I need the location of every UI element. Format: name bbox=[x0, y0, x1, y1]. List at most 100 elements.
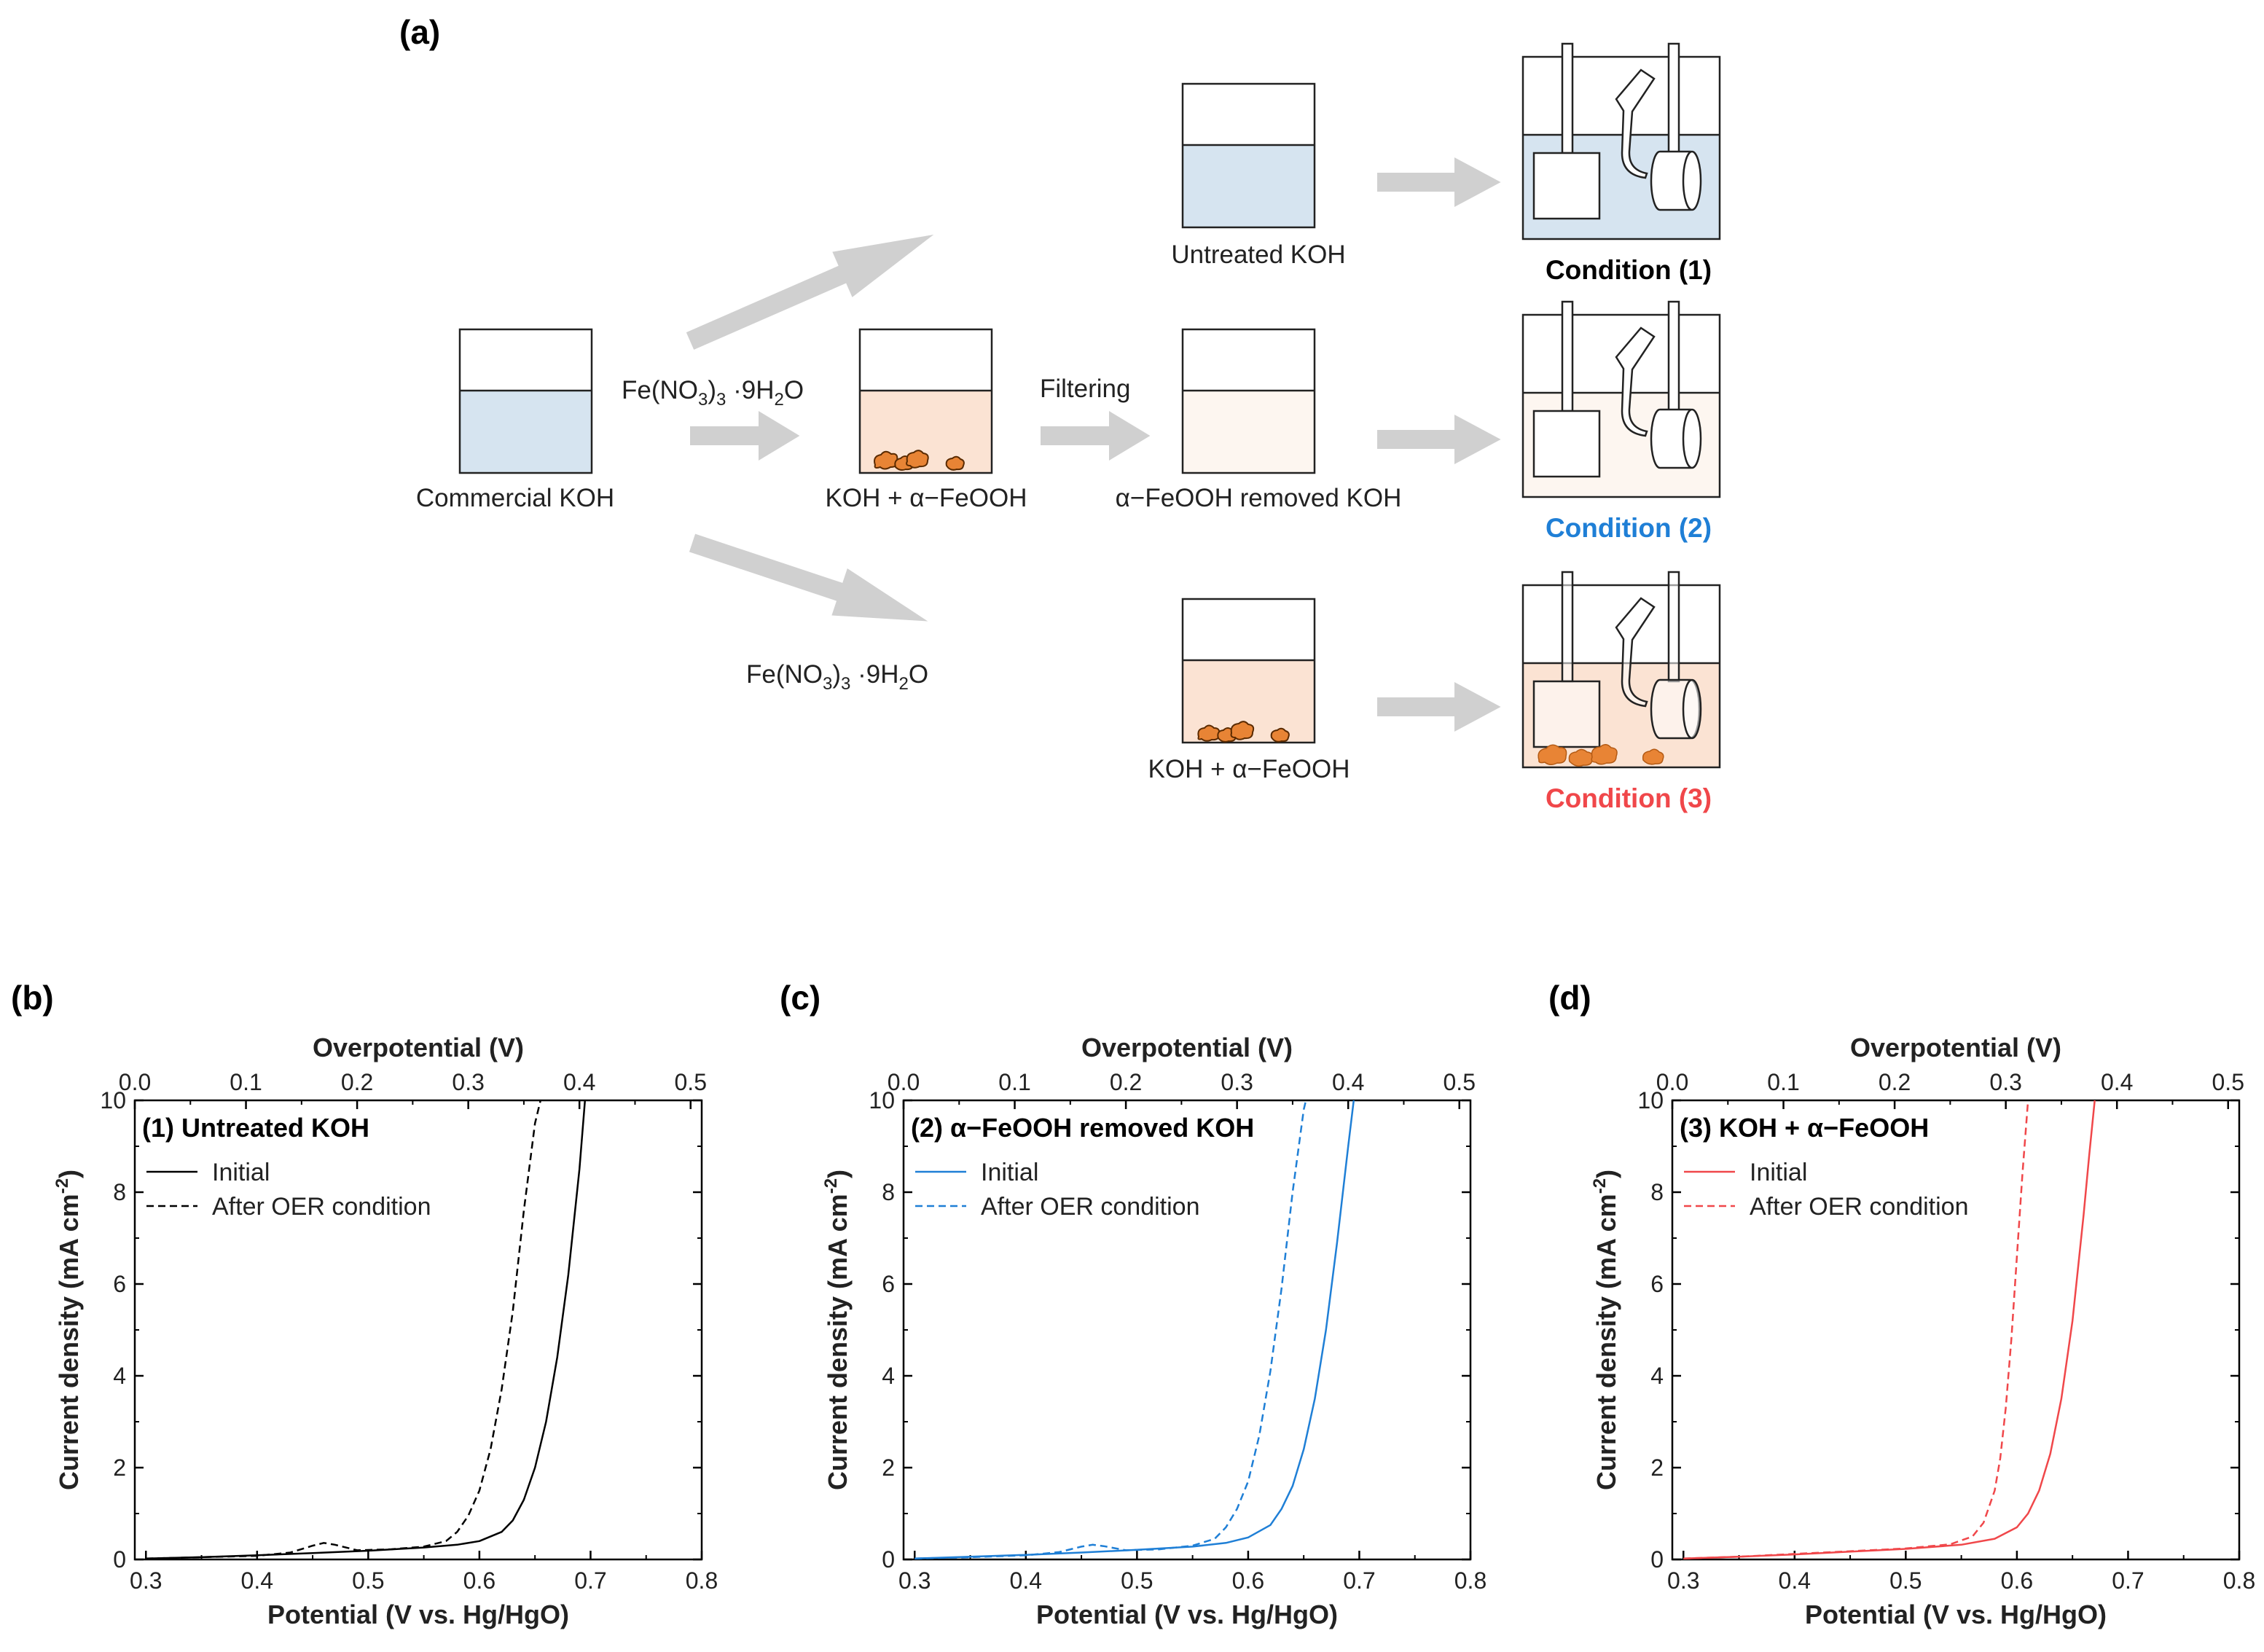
x2-tick-label: 0.0 bbox=[888, 1069, 920, 1095]
label-koh-feooh-bottom: KOH + α−FeOOH bbox=[1148, 755, 1350, 783]
panel-c: (c) 0.3 0.4 0.5 0.6 0.7 0.8 0.0 0.1 0.2 0.3 0.4 0.5 0… bbox=[780, 979, 1487, 1629]
series-initial bbox=[1683, 1100, 2096, 1559]
series-after-oer bbox=[1683, 1100, 2029, 1559]
x2-tick-label: 0.2 bbox=[1110, 1069, 1142, 1095]
cell-1-electrodes bbox=[1532, 42, 1702, 220]
label-koh-feooh-mid: KOH + α−FeOOH bbox=[826, 484, 1027, 512]
series-after-oer bbox=[914, 1100, 1307, 1559]
x-tick-label: 0.3 bbox=[898, 1567, 931, 1594]
arrow-to-condition-3 bbox=[1377, 682, 1501, 732]
legend-label: Initial bbox=[1750, 1159, 1807, 1186]
arrow-to-condition-2 bbox=[1377, 415, 1501, 464]
series-initial bbox=[146, 1100, 587, 1559]
label-reagent-bottom: Fe(NO3)3 ·9H2O bbox=[746, 660, 928, 694]
x2-tick-label: 0.2 bbox=[341, 1069, 373, 1095]
x-tick-label: 0.8 bbox=[1454, 1567, 1487, 1594]
y-tick-label: 8 bbox=[882, 1179, 895, 1205]
feooh-particles-mid bbox=[874, 450, 965, 471]
y-tick-label: 6 bbox=[1650, 1271, 1664, 1297]
label-condition-2: Condition (2) bbox=[1546, 513, 1712, 543]
beaker-commercial-solution bbox=[460, 391, 592, 473]
cell-condition-1 bbox=[1521, 42, 1721, 240]
legend-label: Initial bbox=[981, 1159, 1038, 1186]
arrow-filtering bbox=[1041, 411, 1151, 461]
arrow-to-mid bbox=[690, 411, 800, 461]
cell-3-electrodes bbox=[1532, 571, 1702, 748]
legend-label: After OER condition bbox=[1750, 1193, 1968, 1221]
x2-tick-label: 0.1 bbox=[998, 1069, 1030, 1095]
label-filtering: Filtering bbox=[1040, 375, 1130, 403]
y-tick-label: 2 bbox=[1650, 1455, 1664, 1481]
x-tick-label: 0.8 bbox=[2223, 1567, 2255, 1594]
panel-d: (d) 0.3 0.4 0.5 0.6 0.7 0.8 0.0 0.1 0.2 0.3 0.4 0.5 0… bbox=[1548, 979, 2255, 1629]
x2-tick-label: 0.3 bbox=[1989, 1069, 2021, 1095]
x-tick-label: 0.4 bbox=[1010, 1567, 1042, 1594]
beaker-koh-feooh-mid bbox=[858, 328, 993, 474]
x2-tick-label: 0.2 bbox=[1879, 1069, 1911, 1095]
cell-2-electrodes bbox=[1532, 300, 1702, 478]
panel-label: (b) bbox=[11, 979, 54, 1017]
inset-title: (2) α−FeOOH removed KOH bbox=[911, 1113, 1254, 1143]
y-tick-label: 10 bbox=[869, 1087, 895, 1113]
x-axis-label: Potential (V vs. Hg/HgO) bbox=[267, 1600, 569, 1629]
arrow-to-untreated bbox=[680, 211, 944, 364]
y-tick-label: 2 bbox=[113, 1455, 126, 1481]
y-tick-label: 0 bbox=[113, 1546, 126, 1573]
y-tick-label: 4 bbox=[1650, 1363, 1664, 1389]
arrow-to-condition-1 bbox=[1377, 157, 1501, 207]
y-tick-label: 0 bbox=[882, 1546, 895, 1573]
y-axis-label: Current density (mA cm-2) bbox=[1590, 1170, 1621, 1490]
inset-title: (3) KOH + α−FeOOH bbox=[1680, 1113, 1929, 1143]
x2-tick-label: 0.3 bbox=[1221, 1069, 1253, 1095]
x2-tick-label: 0.1 bbox=[1767, 1069, 1799, 1095]
label-condition-3: Condition (3) bbox=[1546, 783, 1712, 813]
cell-condition-3 bbox=[1521, 571, 1721, 769]
cell-condition-2 bbox=[1521, 300, 1721, 498]
label-commercial-koh: Commercial KOH bbox=[416, 484, 614, 512]
x2-tick-label: 0.5 bbox=[1444, 1069, 1476, 1095]
legend-label: Initial bbox=[212, 1159, 270, 1186]
panel-label: (d) bbox=[1548, 979, 1591, 1017]
inset-title: (1) Untreated KOH bbox=[142, 1113, 369, 1143]
beaker-untreated-solution bbox=[1183, 145, 1315, 227]
y-tick-label: 4 bbox=[882, 1363, 895, 1389]
series-initial bbox=[914, 1100, 1355, 1559]
x2-tick-label: 0.3 bbox=[452, 1069, 484, 1095]
arrow-to-bottom bbox=[684, 519, 936, 645]
y-tick-label: 6 bbox=[113, 1271, 126, 1297]
panel-label: (c) bbox=[780, 979, 820, 1017]
x2-tick-label: 0.0 bbox=[119, 1069, 151, 1095]
x-axis-label: Potential (V vs. Hg/HgO) bbox=[1805, 1600, 2107, 1629]
x-tick-label: 0.7 bbox=[2112, 1567, 2144, 1594]
x-tick-label: 0.7 bbox=[574, 1567, 606, 1594]
feooh-particles-cell-3 bbox=[1538, 744, 1664, 767]
x-tick-label: 0.6 bbox=[463, 1567, 496, 1594]
x2-tick-label: 0.0 bbox=[1656, 1069, 1688, 1095]
x-tick-label: 0.8 bbox=[686, 1567, 718, 1594]
y-tick-label: 4 bbox=[113, 1363, 126, 1389]
y-tick-label: 0 bbox=[1650, 1546, 1664, 1573]
x-tick-label: 0.6 bbox=[2001, 1567, 2033, 1594]
x-tick-label: 0.5 bbox=[1121, 1567, 1153, 1594]
x-tick-label: 0.5 bbox=[1889, 1567, 1922, 1594]
beaker-untreated bbox=[1181, 82, 1316, 229]
label-condition-1: Condition (1) bbox=[1546, 255, 1712, 285]
label-untreated-koh: Untreated KOH bbox=[1171, 240, 1345, 269]
legend-label: After OER condition bbox=[981, 1193, 1199, 1221]
x2-tick-label: 0.5 bbox=[2212, 1069, 2244, 1095]
x2-axis-label: Overpotential (V) bbox=[313, 1033, 524, 1062]
y-tick-label: 10 bbox=[1637, 1087, 1664, 1113]
x-tick-label: 0.3 bbox=[1667, 1567, 1699, 1594]
series-after-oer bbox=[146, 1100, 542, 1559]
panel-b: (b) 0.3 0.4 0.5 0.6 0.7 0.8 0.0 0.1 0.2 0.3 0.4 0.5 0… bbox=[11, 979, 718, 1629]
feooh-particles-bottom bbox=[1197, 721, 1290, 743]
x2-tick-label: 0.1 bbox=[230, 1069, 262, 1095]
y-tick-label: 8 bbox=[113, 1179, 126, 1205]
y-axis-label: Current density (mA cm-2) bbox=[52, 1170, 84, 1490]
y-tick-label: 10 bbox=[100, 1087, 126, 1113]
x2-tick-label: 0.5 bbox=[675, 1069, 707, 1095]
beaker-removed-solution bbox=[1183, 391, 1315, 473]
y-axis-label: Current density (mA cm-2) bbox=[821, 1170, 853, 1490]
x-tick-label: 0.6 bbox=[1232, 1567, 1264, 1594]
x-tick-label: 0.4 bbox=[1779, 1567, 1811, 1594]
